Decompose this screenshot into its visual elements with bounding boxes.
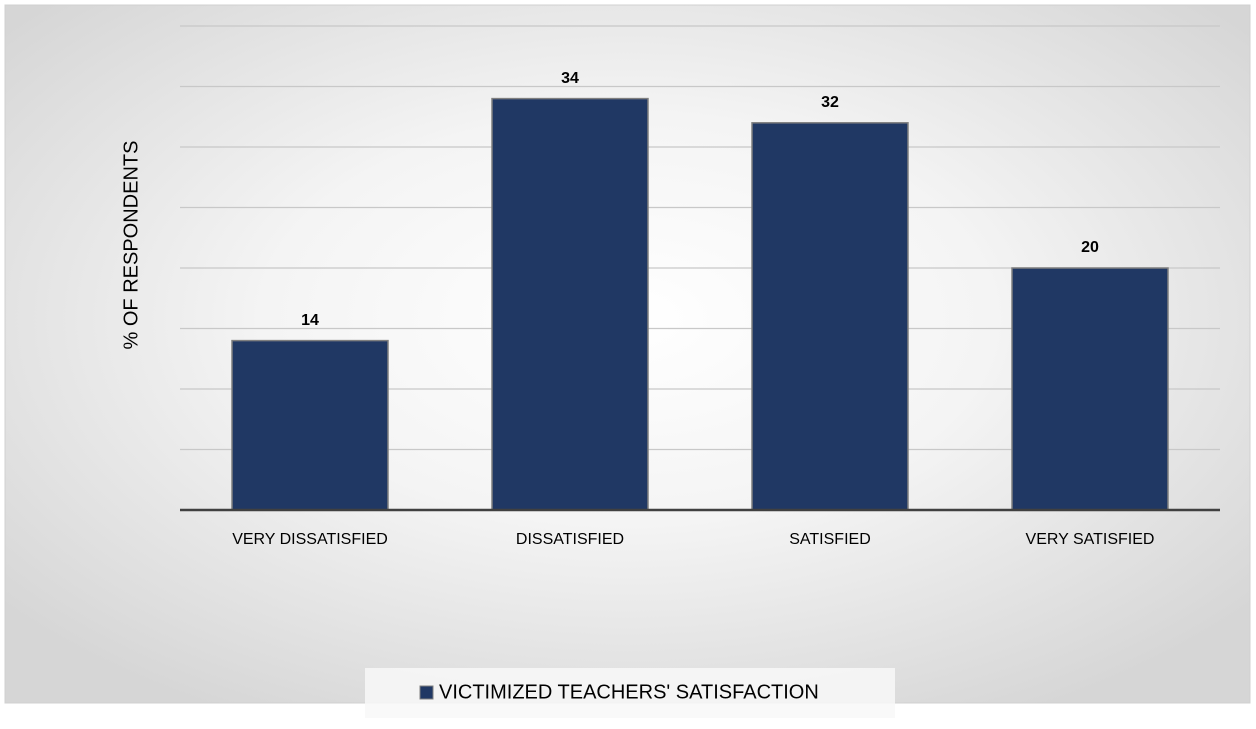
- bar: [751, 122, 909, 511]
- value-label: 32: [821, 94, 839, 111]
- bar: [491, 97, 649, 511]
- legend-label: VICTIMIZED TEACHERS' SATISFACTION: [439, 681, 819, 703]
- x-tick-label: VERY DISSATISFIED: [232, 531, 388, 548]
- x-tick-label: DISSATISFIED: [516, 531, 624, 548]
- y-axis-label: % OF RESPONDENTS: [120, 141, 142, 350]
- value-label: 34: [561, 70, 579, 87]
- legend: [365, 668, 895, 718]
- value-label: 14: [301, 312, 319, 329]
- x-tick-label: SATISFIED: [789, 531, 871, 548]
- bar: [231, 339, 389, 511]
- x-tick-label: VERY SATISFIED: [1026, 531, 1155, 548]
- legend-box: [365, 668, 895, 718]
- bar: [1011, 267, 1169, 511]
- legend-swatch: [419, 685, 434, 700]
- value-label: 20: [1081, 239, 1099, 256]
